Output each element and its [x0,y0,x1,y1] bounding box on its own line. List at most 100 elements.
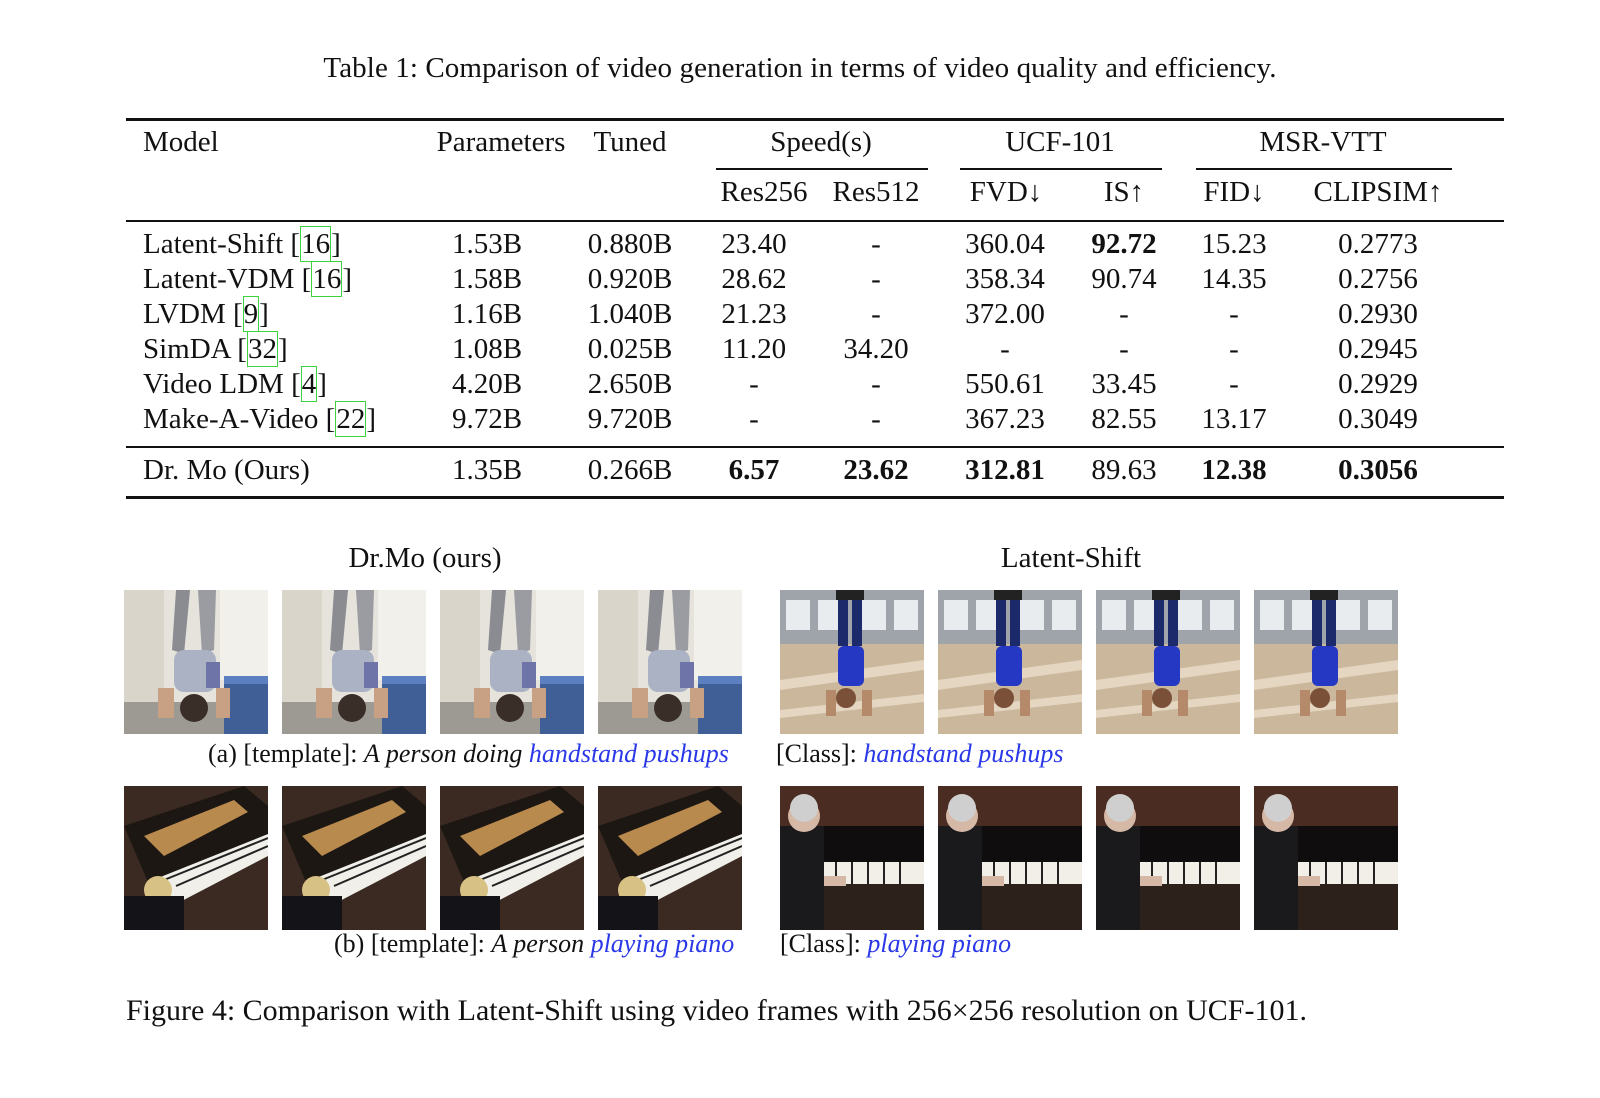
header-speed: Speed(s) [770,126,872,158]
citation-link[interactable]: [4] [291,366,327,402]
table-ours-rule [126,446,1504,448]
is-cell: 82.55 [1091,403,1157,435]
ours-tuned-cell: 0.266B [587,454,673,486]
fid-cell: 13.17 [1201,403,1267,435]
video-frame [440,786,584,930]
subcaption-class: playing piano [867,929,1012,958]
figure-caption: Figure 4: Comparison with Latent-Shift u… [126,994,1307,1027]
video-frame [124,590,268,734]
video-frame [938,590,1082,734]
subcaption-prefix: [Class]: [776,739,864,768]
subcaption-a-left: (a) [template]: A person doing handstand… [208,739,729,769]
res256-cell: 23.40 [721,228,787,260]
params-cell: 1.08B [451,333,523,365]
header-fid: FID↓ [1203,176,1265,208]
res256-cell: - [749,403,759,435]
tuned-cell: 0.880B [587,228,673,260]
citation-link[interactable]: [32] [237,331,288,367]
msr-cmidrule [1196,168,1452,170]
subcaption-prefix: [Class]: [780,929,868,958]
is-cell: - [1119,298,1129,330]
citation-link[interactable]: [16] [301,261,352,297]
citation-number: 16 [300,226,332,262]
subcaption-class: handstand pushups [528,739,729,768]
tuned-cell: 0.920B [587,263,673,295]
res256-cell: - [749,368,759,400]
ours-clipsim-cell: 0.3056 [1338,454,1418,486]
header-clipsim: CLIPSIM↑ [1313,176,1443,208]
citation-link[interactable]: [22] [325,401,377,437]
table-caption: Table 1: Comparison of video generation … [323,52,1277,84]
figure-left-title: Dr.Mo (ours) [348,542,502,574]
subcaption-a-right: [Class]: handstand pushups [776,739,1063,769]
video-frame [440,590,584,734]
res256-cell: 28.62 [721,263,787,295]
video-frame [1096,590,1240,734]
video-frame [124,786,268,930]
tuned-cell: 1.040B [587,298,673,330]
clipsim-cell: 0.2773 [1338,228,1418,260]
params-cell: 1.16B [451,298,523,330]
params-cell: 4.20B [451,368,523,400]
video-frame [282,590,426,734]
subcaption-italic: A person doing [363,739,529,768]
citation-link[interactable]: [16] [290,226,341,262]
res512-cell: - [871,263,881,295]
res512-cell: - [871,368,881,400]
tuned-cell: 0.025B [587,333,673,365]
header-res256: Res256 [720,176,808,208]
ours-is-cell: 89.63 [1091,454,1157,486]
is-cell: 33.45 [1091,368,1157,400]
video-frame [780,590,924,734]
subcaption-prefix: (b) [template]: [334,929,492,958]
model-name: Video LDM [143,368,284,400]
header-parameters: Parameters [436,126,566,158]
video-frame [780,786,924,930]
row-model-cell: LVDM [9] [143,296,269,332]
video-frame [1096,786,1240,930]
ours-model-cell: Dr. Mo (Ours) [143,454,310,486]
fvd-cell: 550.61 [965,368,1045,400]
fid-cell: - [1229,333,1239,365]
citation-link[interactable]: [9] [232,296,269,332]
fvd-cell: 367.23 [965,403,1045,435]
subcaption-class: playing piano [590,929,735,958]
is-cell: 90.74 [1091,263,1157,295]
ours-params-cell: 1.35B [451,454,523,486]
subcaption-class: handstand pushups [863,739,1064,768]
subcaption-b-right: [Class]: playing piano [780,929,1011,959]
header-is: IS↑ [1103,176,1145,208]
table-bottom-rule [126,496,1504,499]
row-model-cell: Latent-VDM [16] [143,261,352,297]
header-ucf101: UCF-101 [1005,126,1115,158]
fid-cell: 14.35 [1201,263,1267,295]
fvd-cell: 372.00 [965,298,1045,330]
model-name: LVDM [143,298,226,330]
row-model-cell: SimDA [32] [143,331,288,367]
res512-cell: - [871,228,881,260]
ours-fid-cell: 12.38 [1201,454,1267,486]
header-msrvtt: MSR-VTT [1259,126,1387,158]
is-cell: 92.72 [1091,228,1157,260]
video-frame [598,786,742,930]
row-model-cell: Video LDM [4] [143,366,327,402]
model-name: Latent-Shift [143,228,284,260]
params-cell: 9.72B [451,403,523,435]
fvd-cell: - [1000,333,1010,365]
model-name: Latent-VDM [143,263,295,295]
fid-cell: - [1229,298,1239,330]
citation-number: 9 [242,296,260,332]
header-tuned: Tuned [593,126,667,158]
ucf-cmidrule [960,168,1162,170]
clipsim-cell: 0.2930 [1338,298,1418,330]
citation-number: 22 [335,401,367,437]
clipsim-cell: 0.2929 [1338,368,1418,400]
tuned-cell: 2.650B [587,368,673,400]
video-frame [598,590,742,734]
table-header-rule [126,220,1504,222]
res512-cell: - [871,298,881,330]
header-res512: Res512 [832,176,920,208]
citation-number: 16 [311,261,343,297]
subcaption-prefix: (a) [template]: [208,739,364,768]
subcaption-b-left: (b) [template]: A person playing piano [334,929,734,959]
